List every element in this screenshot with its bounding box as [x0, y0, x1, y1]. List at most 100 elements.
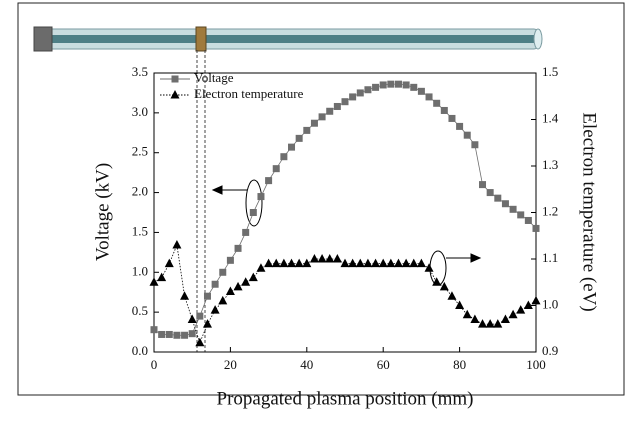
marker	[372, 83, 380, 91]
marker	[203, 292, 211, 300]
plot-frame	[153, 72, 537, 353]
y-tick-label: 3.5	[132, 64, 148, 79]
marker	[310, 119, 318, 127]
marker	[485, 319, 495, 328]
marker	[187, 314, 197, 323]
marker	[410, 83, 418, 91]
marker	[463, 131, 471, 139]
marker	[150, 326, 158, 334]
legend-label: Voltage	[194, 70, 234, 85]
marker	[340, 258, 350, 268]
y-tick-label: 1.0	[132, 263, 148, 278]
marker	[233, 281, 243, 291]
marker	[302, 258, 312, 268]
marker	[493, 319, 503, 328]
marker	[341, 98, 349, 106]
marker	[532, 224, 540, 232]
marker	[494, 194, 502, 202]
legend-marker	[170, 90, 180, 99]
marker	[225, 286, 235, 296]
marker	[440, 106, 448, 114]
x-tick-label: 0	[151, 357, 158, 372]
marker	[349, 93, 357, 101]
y2-tick-label: 1.2	[542, 203, 558, 218]
marker	[478, 319, 488, 328]
marker	[516, 305, 526, 314]
marker	[317, 254, 327, 263]
marker	[196, 312, 204, 320]
marker	[371, 258, 381, 268]
frame	[17, 2, 625, 396]
marker	[264, 258, 274, 268]
marker	[416, 258, 426, 268]
y-tick-label: 2.0	[132, 184, 148, 199]
marker	[524, 216, 532, 224]
marker	[462, 309, 472, 319]
marker	[379, 81, 387, 89]
x-axis-title: Propagated plasma position (mm)	[217, 388, 474, 409]
y-tick-label: 3.0	[132, 104, 148, 119]
marker	[158, 330, 166, 338]
y-axis-title: Voltage (kV)	[92, 163, 113, 261]
marker	[479, 181, 487, 189]
marker	[509, 205, 517, 213]
x-tick-label: 40	[300, 357, 313, 372]
marker	[501, 200, 509, 208]
marker	[356, 89, 364, 97]
series-line	[153, 83, 537, 336]
marker	[531, 295, 541, 305]
x-tick-label: 60	[377, 357, 390, 372]
marker	[402, 81, 410, 89]
marker	[211, 280, 219, 288]
marker	[188, 330, 196, 338]
marker	[333, 102, 341, 110]
marker	[318, 113, 326, 121]
marker	[409, 258, 419, 268]
marker	[248, 272, 258, 282]
marker	[172, 240, 182, 249]
marker	[332, 254, 342, 263]
marker	[181, 331, 189, 339]
y2-tick-label: 1.0	[542, 296, 558, 311]
marker	[500, 314, 510, 323]
marker	[202, 319, 212, 328]
x-tick-label: 20	[224, 357, 237, 372]
marker	[165, 330, 173, 338]
marker	[195, 337, 205, 347]
marker	[164, 258, 174, 268]
y-tick-label: 2.5	[132, 144, 148, 159]
legend-marker	[171, 75, 179, 83]
marker	[417, 87, 425, 95]
legend-label: Electron temperature	[194, 86, 304, 101]
marker	[517, 211, 525, 219]
marker	[303, 126, 311, 134]
marker	[249, 209, 257, 216]
marker	[257, 193, 265, 201]
marker	[401, 258, 411, 268]
marker	[241, 277, 251, 286]
marker	[508, 309, 518, 319]
marker	[425, 93, 433, 101]
marker	[242, 228, 250, 236]
marker	[386, 258, 396, 268]
marker	[210, 305, 220, 314]
marker	[447, 291, 457, 300]
marker	[219, 268, 227, 276]
x-tick-label: 80	[453, 357, 466, 372]
marker	[157, 272, 167, 282]
marker	[355, 258, 365, 268]
y2-tick-label: 1.4	[542, 110, 559, 125]
marker	[234, 244, 242, 252]
marker	[471, 141, 479, 149]
axis-annotation	[211, 179, 482, 286]
marker	[288, 143, 296, 151]
marker	[486, 189, 494, 197]
marker	[256, 263, 266, 272]
marker	[226, 256, 234, 264]
y-tick-label: 1.5	[132, 223, 148, 238]
marker	[218, 295, 228, 305]
marker	[271, 258, 281, 268]
y-tick-label: 0.5	[132, 303, 148, 318]
marker	[326, 107, 334, 115]
marker	[439, 281, 449, 291]
